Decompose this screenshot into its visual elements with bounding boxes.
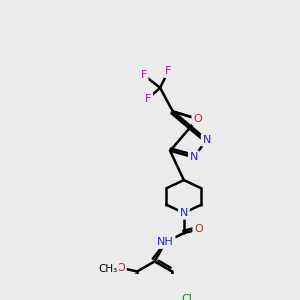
Text: O: O xyxy=(116,263,125,273)
Text: O: O xyxy=(194,224,203,234)
Text: N: N xyxy=(202,135,211,145)
Text: O: O xyxy=(193,114,202,124)
Text: F: F xyxy=(165,66,172,76)
Text: F: F xyxy=(145,94,152,104)
Text: F: F xyxy=(140,70,147,80)
Text: CH₃: CH₃ xyxy=(98,264,118,274)
Text: N: N xyxy=(180,208,188,218)
Text: N: N xyxy=(190,152,198,162)
Text: NH: NH xyxy=(157,237,174,247)
Text: Cl: Cl xyxy=(181,294,192,300)
